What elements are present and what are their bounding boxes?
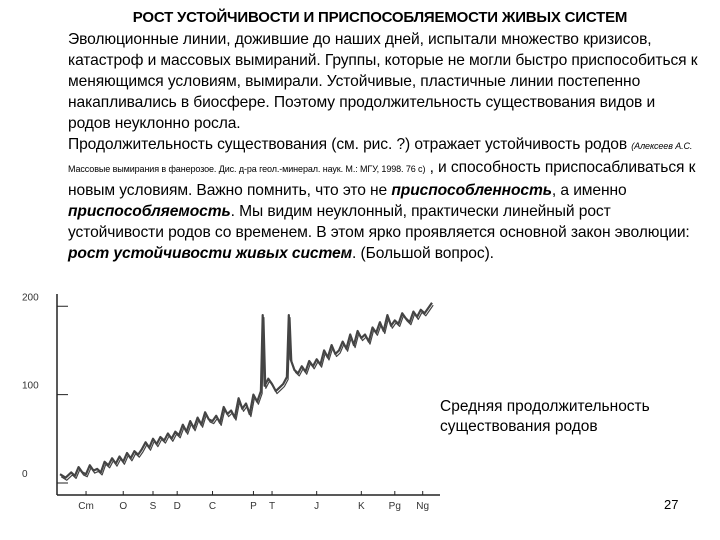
period-label: J: [314, 501, 319, 512]
y-tick-labels: 0 100 200: [22, 292, 39, 480]
series-line: [59, 302, 433, 479]
period-label: D: [174, 501, 181, 512]
period-labels: Cm O S D C P T J K Pg Ng: [78, 501, 429, 512]
period-label: P: [250, 501, 257, 512]
period-label: O: [119, 501, 127, 512]
period-label: T: [269, 501, 275, 512]
period-label: Cm: [78, 501, 94, 512]
y-tick-label: 200: [22, 292, 39, 303]
paragraph-1: Эволюционные линии, дожившие до наших дн…: [68, 31, 698, 132]
series-line-shadow: [60, 304, 434, 481]
page-number: 27: [664, 497, 679, 512]
genera-duration-chart: 0 100 200 Cm O S D C P T J K Pg Ng: [22, 292, 440, 512]
paragraph-2-part-a: Продолжительность существования (см. рис…: [68, 136, 632, 153]
paragraph-2-part-c: , а именно: [551, 182, 627, 199]
period-label: Ng: [416, 501, 429, 512]
citation-text: Массовые вымирания в фанерозое. Дис. д-р…: [68, 164, 426, 174]
paragraph-2-part-b: , и способность приспосабливаться к новы…: [68, 159, 696, 199]
y-tick-label: 100: [22, 381, 39, 392]
period-label: C: [209, 501, 216, 512]
term-adaptedness: приспособленность: [391, 182, 552, 199]
paragraph-2: Продолжительность существования (см. рис…: [20, 134, 700, 264]
slide-title: РОСТ УСТОЙЧИВОСТИ И ПРИСПОСОБЛЯЕМОСТИ ЖИ…: [132, 9, 628, 26]
body-text: Эволюционные линии, дожившие до наших дн…: [20, 29, 700, 264]
y-tick-label: 0: [22, 469, 28, 480]
term-law-of-evolution: рост устойчивости живых систем: [68, 245, 353, 262]
period-label: K: [358, 501, 365, 512]
paragraph-2-part-d: . Мы видим неуклонный, практически линей…: [68, 203, 690, 241]
period-label: S: [150, 501, 157, 512]
term-adaptability: приспособляемость: [68, 203, 231, 220]
paragraph-2-part-e: . (Большой вопрос).: [352, 245, 494, 262]
chart-series: [59, 302, 434, 481]
chart-legend: Средняя продолжительность существования …: [440, 398, 650, 435]
period-label: Pg: [389, 501, 401, 512]
chart-axes: [56, 294, 440, 496]
citation-author: (Алексеев А.С.: [631, 141, 693, 151]
